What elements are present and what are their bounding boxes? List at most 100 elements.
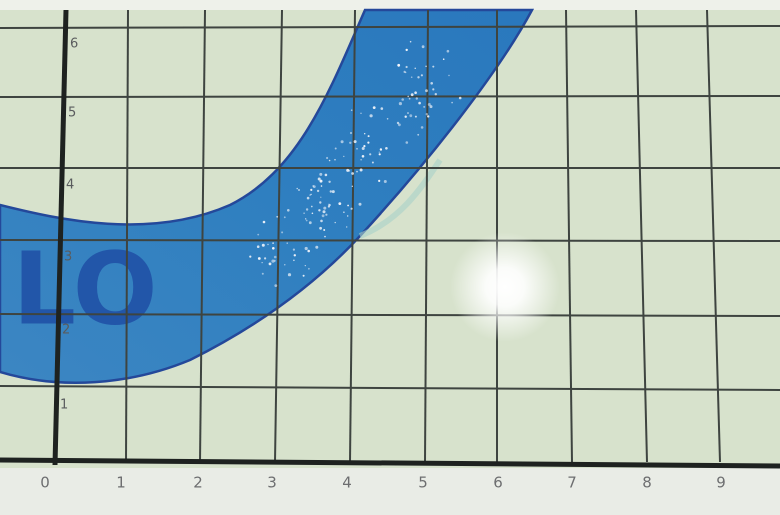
sparkle (272, 242, 274, 244)
sparkle (373, 106, 376, 109)
grid-line (0, 240, 780, 241)
sparkle (356, 171, 358, 173)
x-label: 4 (342, 474, 352, 492)
sparkle (351, 172, 354, 175)
sparkle (407, 96, 409, 98)
glare (450, 232, 560, 342)
sparkle (378, 180, 380, 182)
x-label: 7 (567, 474, 577, 492)
sparkle (332, 190, 335, 193)
sparkle (288, 273, 291, 276)
sparkle (451, 102, 453, 104)
x-label: 1 (116, 474, 126, 492)
sparkle (323, 210, 326, 213)
sparkle (263, 221, 266, 224)
y-label: 3 (64, 250, 72, 265)
grid-line (0, 96, 780, 97)
paper-top (0, 0, 780, 10)
sparkle (320, 220, 323, 223)
sparkle (319, 201, 321, 203)
sparkle (432, 88, 434, 90)
sparkle (416, 97, 418, 99)
sparkle (276, 216, 278, 218)
sparkle (430, 82, 433, 85)
sparkle (267, 244, 268, 245)
sparkle (411, 76, 413, 78)
sparkle (425, 66, 427, 68)
sparkle (421, 74, 423, 76)
sparkle (359, 203, 362, 206)
sparkle (362, 155, 365, 158)
sparkle (310, 189, 312, 191)
sparkle (415, 68, 416, 69)
sparkle (379, 152, 380, 153)
sparkle (272, 247, 275, 250)
sparkle (407, 112, 409, 114)
sparkle (385, 147, 388, 150)
sparkle (422, 45, 425, 48)
sparkle (322, 214, 325, 217)
sparkle (447, 50, 450, 53)
sparkle (324, 236, 326, 238)
sparkle (334, 159, 336, 161)
sparkle (367, 142, 369, 144)
page: {"x_labels": ["0", "1", "2", "3", "4", "… (0, 0, 780, 515)
sparkle (284, 264, 285, 265)
sparkle (307, 250, 310, 253)
sparkle (315, 246, 318, 249)
sparkle (397, 64, 400, 67)
sparkle (258, 257, 261, 260)
x-label: 8 (642, 474, 652, 492)
sparkle (303, 212, 305, 214)
sparkle (323, 229, 325, 231)
sparkle (343, 211, 345, 213)
sparkle (401, 98, 404, 101)
sparkle (294, 254, 296, 256)
sparkle (311, 206, 313, 208)
sparkle (349, 142, 351, 144)
sparkle (347, 215, 348, 216)
sparkle (330, 190, 332, 192)
sparkle (325, 214, 327, 216)
sparkle (443, 58, 445, 60)
sparkle (249, 256, 251, 258)
sparkle (317, 190, 319, 192)
sparkle (406, 66, 408, 68)
sparkle (360, 169, 363, 172)
sparkle (264, 257, 266, 259)
sparkle (312, 185, 314, 187)
sparkle (352, 186, 353, 187)
sparkle (296, 188, 298, 190)
sparkle (356, 148, 358, 150)
sparkle (338, 202, 341, 205)
sparkle (306, 208, 308, 210)
sparkle (343, 156, 344, 157)
sparkle (410, 41, 412, 43)
sparkle (406, 141, 409, 144)
sparkle (274, 256, 277, 259)
x-label: 6 (493, 474, 503, 492)
sparkle (323, 207, 326, 210)
sparkle (351, 208, 353, 210)
sparkle (370, 114, 373, 117)
sparkle (310, 194, 311, 195)
sparkle (326, 157, 328, 159)
sparkle (347, 205, 349, 207)
sparkle (262, 273, 264, 275)
sparkle (354, 140, 357, 143)
sparkle (381, 107, 384, 110)
sparkle (418, 102, 421, 105)
sparkle (459, 97, 462, 100)
sparkle (360, 113, 361, 114)
x-label: 5 (418, 474, 428, 492)
sparkle (328, 181, 330, 183)
sparkle (398, 123, 401, 126)
sparkle (423, 106, 425, 108)
sparkle (414, 91, 417, 94)
sparkle (387, 118, 389, 120)
sparkle (362, 147, 365, 150)
sparkle (399, 102, 402, 105)
sparkle (404, 71, 406, 73)
y-label: 4 (66, 178, 74, 193)
sparkle (372, 162, 374, 164)
